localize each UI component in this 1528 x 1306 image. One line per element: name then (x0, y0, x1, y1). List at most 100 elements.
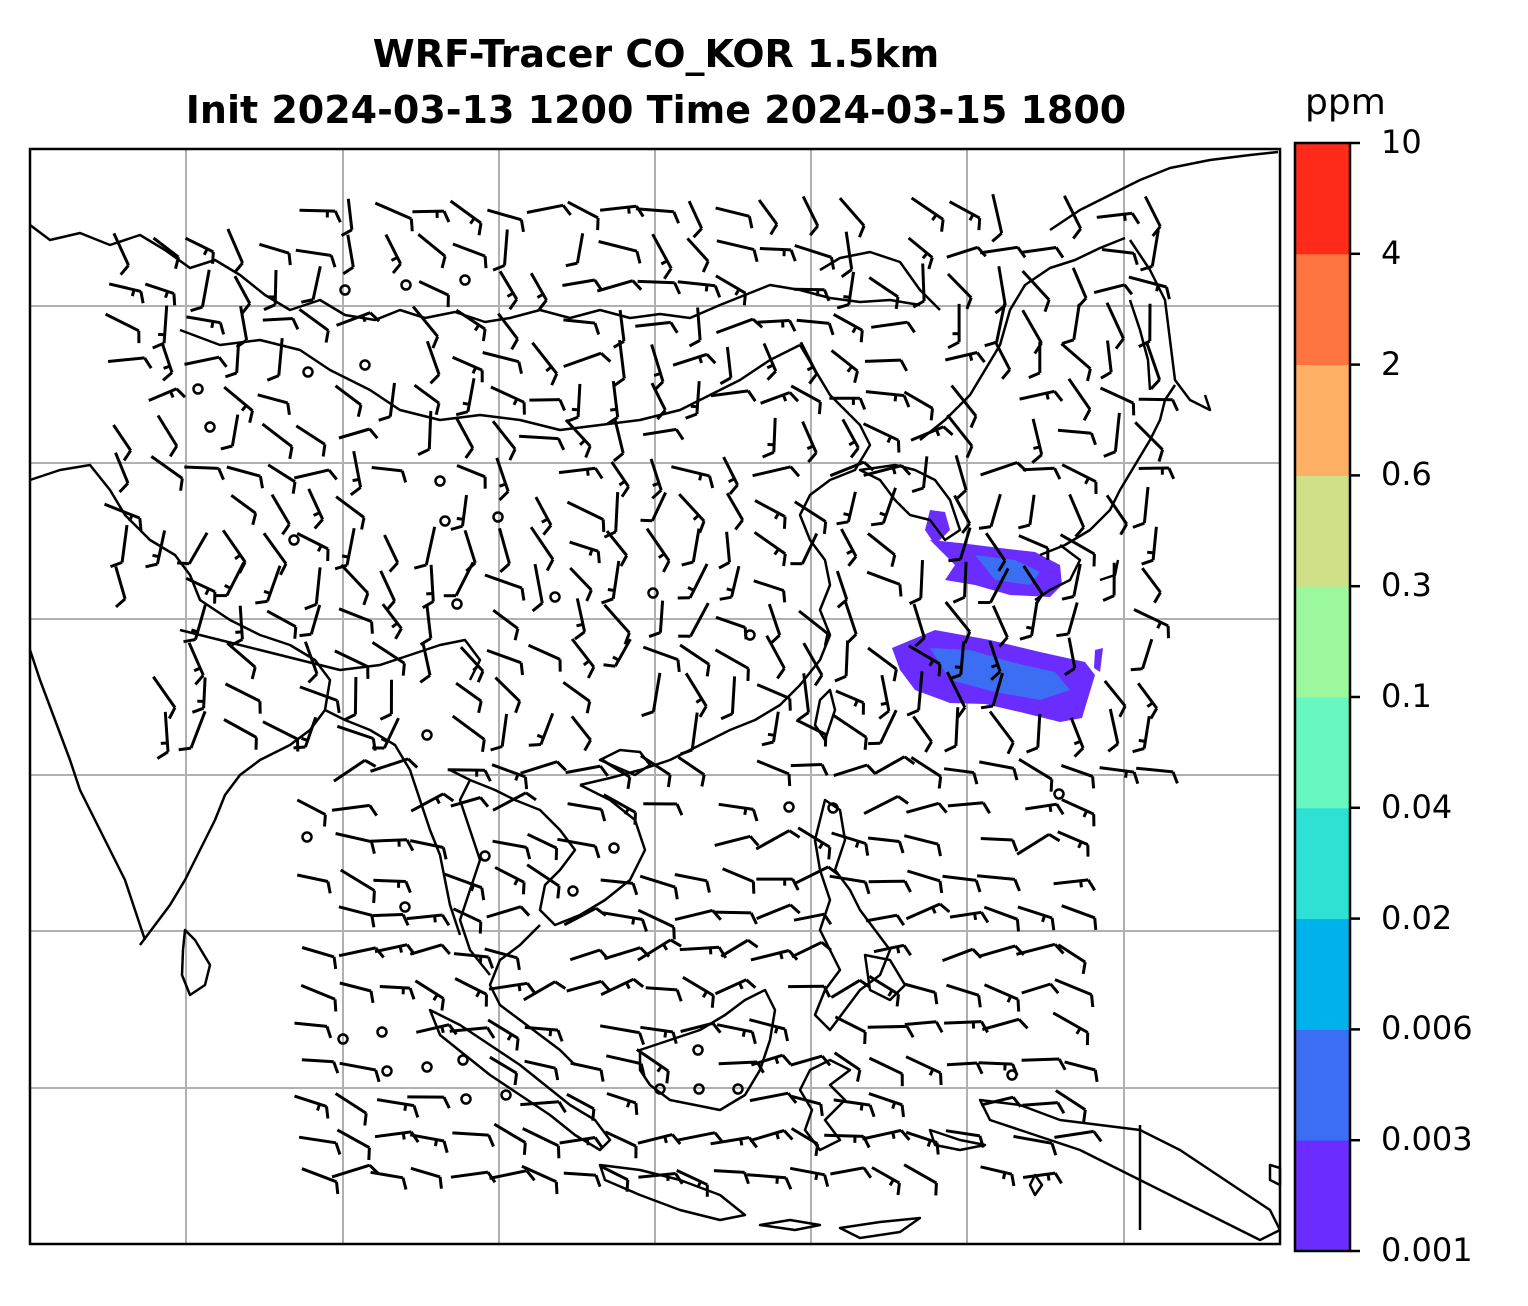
wind-barb-feather (891, 1131, 896, 1140)
colorbar-tick-label: 0.3 (1381, 566, 1432, 605)
wind-barb (752, 465, 792, 478)
wind-barb (451, 355, 483, 372)
wind-barb (1021, 982, 1052, 995)
wind-barb (680, 1021, 714, 1033)
wind-barb-feather (866, 763, 877, 775)
wind-barb (413, 383, 440, 405)
wind-barb (678, 493, 706, 523)
wind-barb-feather (1053, 467, 1062, 480)
wind-barb-feather (526, 982, 537, 995)
wind-barb (864, 358, 901, 363)
wind-barb-feather (434, 402, 441, 416)
wind-barb-feather (230, 637, 244, 647)
wind-barb-feather (775, 1176, 779, 1184)
wind-barb (300, 984, 336, 1001)
wind-barb-feather (663, 267, 673, 280)
wind-barb-feather (935, 1021, 944, 1034)
wind-barb-feather (325, 1106, 330, 1119)
wind-barb-feather (741, 1029, 747, 1038)
wind-barb-feather (558, 399, 566, 412)
wind-barb-feather (719, 376, 732, 386)
wind-barb (108, 282, 142, 293)
wind-barb-feather (895, 946, 901, 954)
wind-barb-feather (554, 980, 567, 990)
wind-barb-feather (440, 255, 447, 269)
wind-barb-feather (368, 428, 379, 440)
wind-barb-feather (705, 353, 717, 365)
wind-barb (677, 1131, 716, 1142)
wind-barb (635, 1048, 670, 1073)
wind-barb (640, 1025, 674, 1034)
wind-barb (1060, 342, 1092, 370)
wind-barb-feather (902, 395, 911, 408)
wind-barb (844, 231, 854, 270)
wind-barb (802, 673, 810, 713)
wind-barb (524, 1025, 559, 1032)
wind-barb (995, 302, 1007, 343)
wind-barb-feather (940, 219, 945, 232)
wind-barb (953, 494, 972, 525)
wind-barb (450, 796, 481, 808)
wind-barb (1053, 878, 1089, 886)
wind-barb-feather (761, 740, 774, 747)
wind-barb-feather (648, 631, 661, 639)
wind-barb-feather (1026, 625, 1034, 630)
wind-barb-feather (156, 750, 169, 760)
wind-barb (791, 940, 823, 959)
wind-barb-feather (797, 711, 810, 721)
wind-barb-feather (442, 1096, 451, 1109)
wind-barb-feather (369, 990, 375, 1004)
wind-barb (294, 1094, 327, 1108)
wind-barb-feather (665, 1070, 670, 1084)
wind-barb-feather (1138, 738, 1146, 743)
wind-barb (277, 337, 284, 376)
wind-barb-feather (211, 251, 215, 264)
wind-barb (833, 1051, 861, 1072)
wind-barb (1113, 412, 1121, 452)
wind-barb-feather (639, 1063, 646, 1076)
wind-barb (598, 240, 638, 253)
wind-barb (618, 339, 626, 379)
wind-barb (388, 382, 396, 417)
wind-barb-feather (625, 1179, 630, 1192)
wind-barb (844, 640, 850, 677)
wind-barb-feather (613, 377, 626, 387)
wind-barb-feather (968, 213, 975, 222)
wind-barb-feather (586, 666, 596, 679)
wind-barb-feather (475, 990, 481, 998)
wind-barb (1072, 563, 1082, 597)
wind-barb-feather (745, 978, 757, 989)
wind-barb (570, 1061, 602, 1072)
wind-barb (298, 308, 330, 332)
wind-barb (994, 341, 1012, 371)
wind-barb (714, 910, 752, 915)
wind-barb (1136, 766, 1174, 774)
wind-barb (299, 685, 338, 702)
wind-barb (296, 798, 327, 816)
wind-barb-feather (1053, 390, 1064, 402)
wind-barb (765, 634, 786, 670)
wind-barb (672, 352, 708, 367)
wind-barb-feather (774, 1026, 779, 1034)
wind-barb-feather (600, 352, 612, 363)
wind-barb-feather (1049, 983, 1060, 995)
wind-barb-feather (152, 553, 160, 559)
colorbar-tick-label: 0.006 (1381, 1009, 1473, 1048)
wind-barb-feather (1140, 264, 1153, 272)
wind-barb-feather (1167, 467, 1176, 480)
wind-barb-feather (340, 228, 353, 237)
wind-barb-feather (846, 549, 854, 555)
wind-barb-feather (911, 486, 924, 494)
wind-barb (596, 279, 634, 293)
wind-barb (715, 317, 754, 335)
wind-barb-feather (606, 416, 619, 426)
wind-barb-feather (391, 262, 402, 275)
wind-barb (498, 270, 519, 301)
wind-barb-feather (545, 365, 553, 373)
wind-barb (449, 1026, 488, 1033)
wind-barb (917, 671, 924, 711)
wind-barb-feather (327, 468, 338, 481)
wind-barb (1108, 708, 1120, 745)
wind-barb-feather (912, 299, 925, 309)
wind-barb-feather (287, 253, 292, 266)
